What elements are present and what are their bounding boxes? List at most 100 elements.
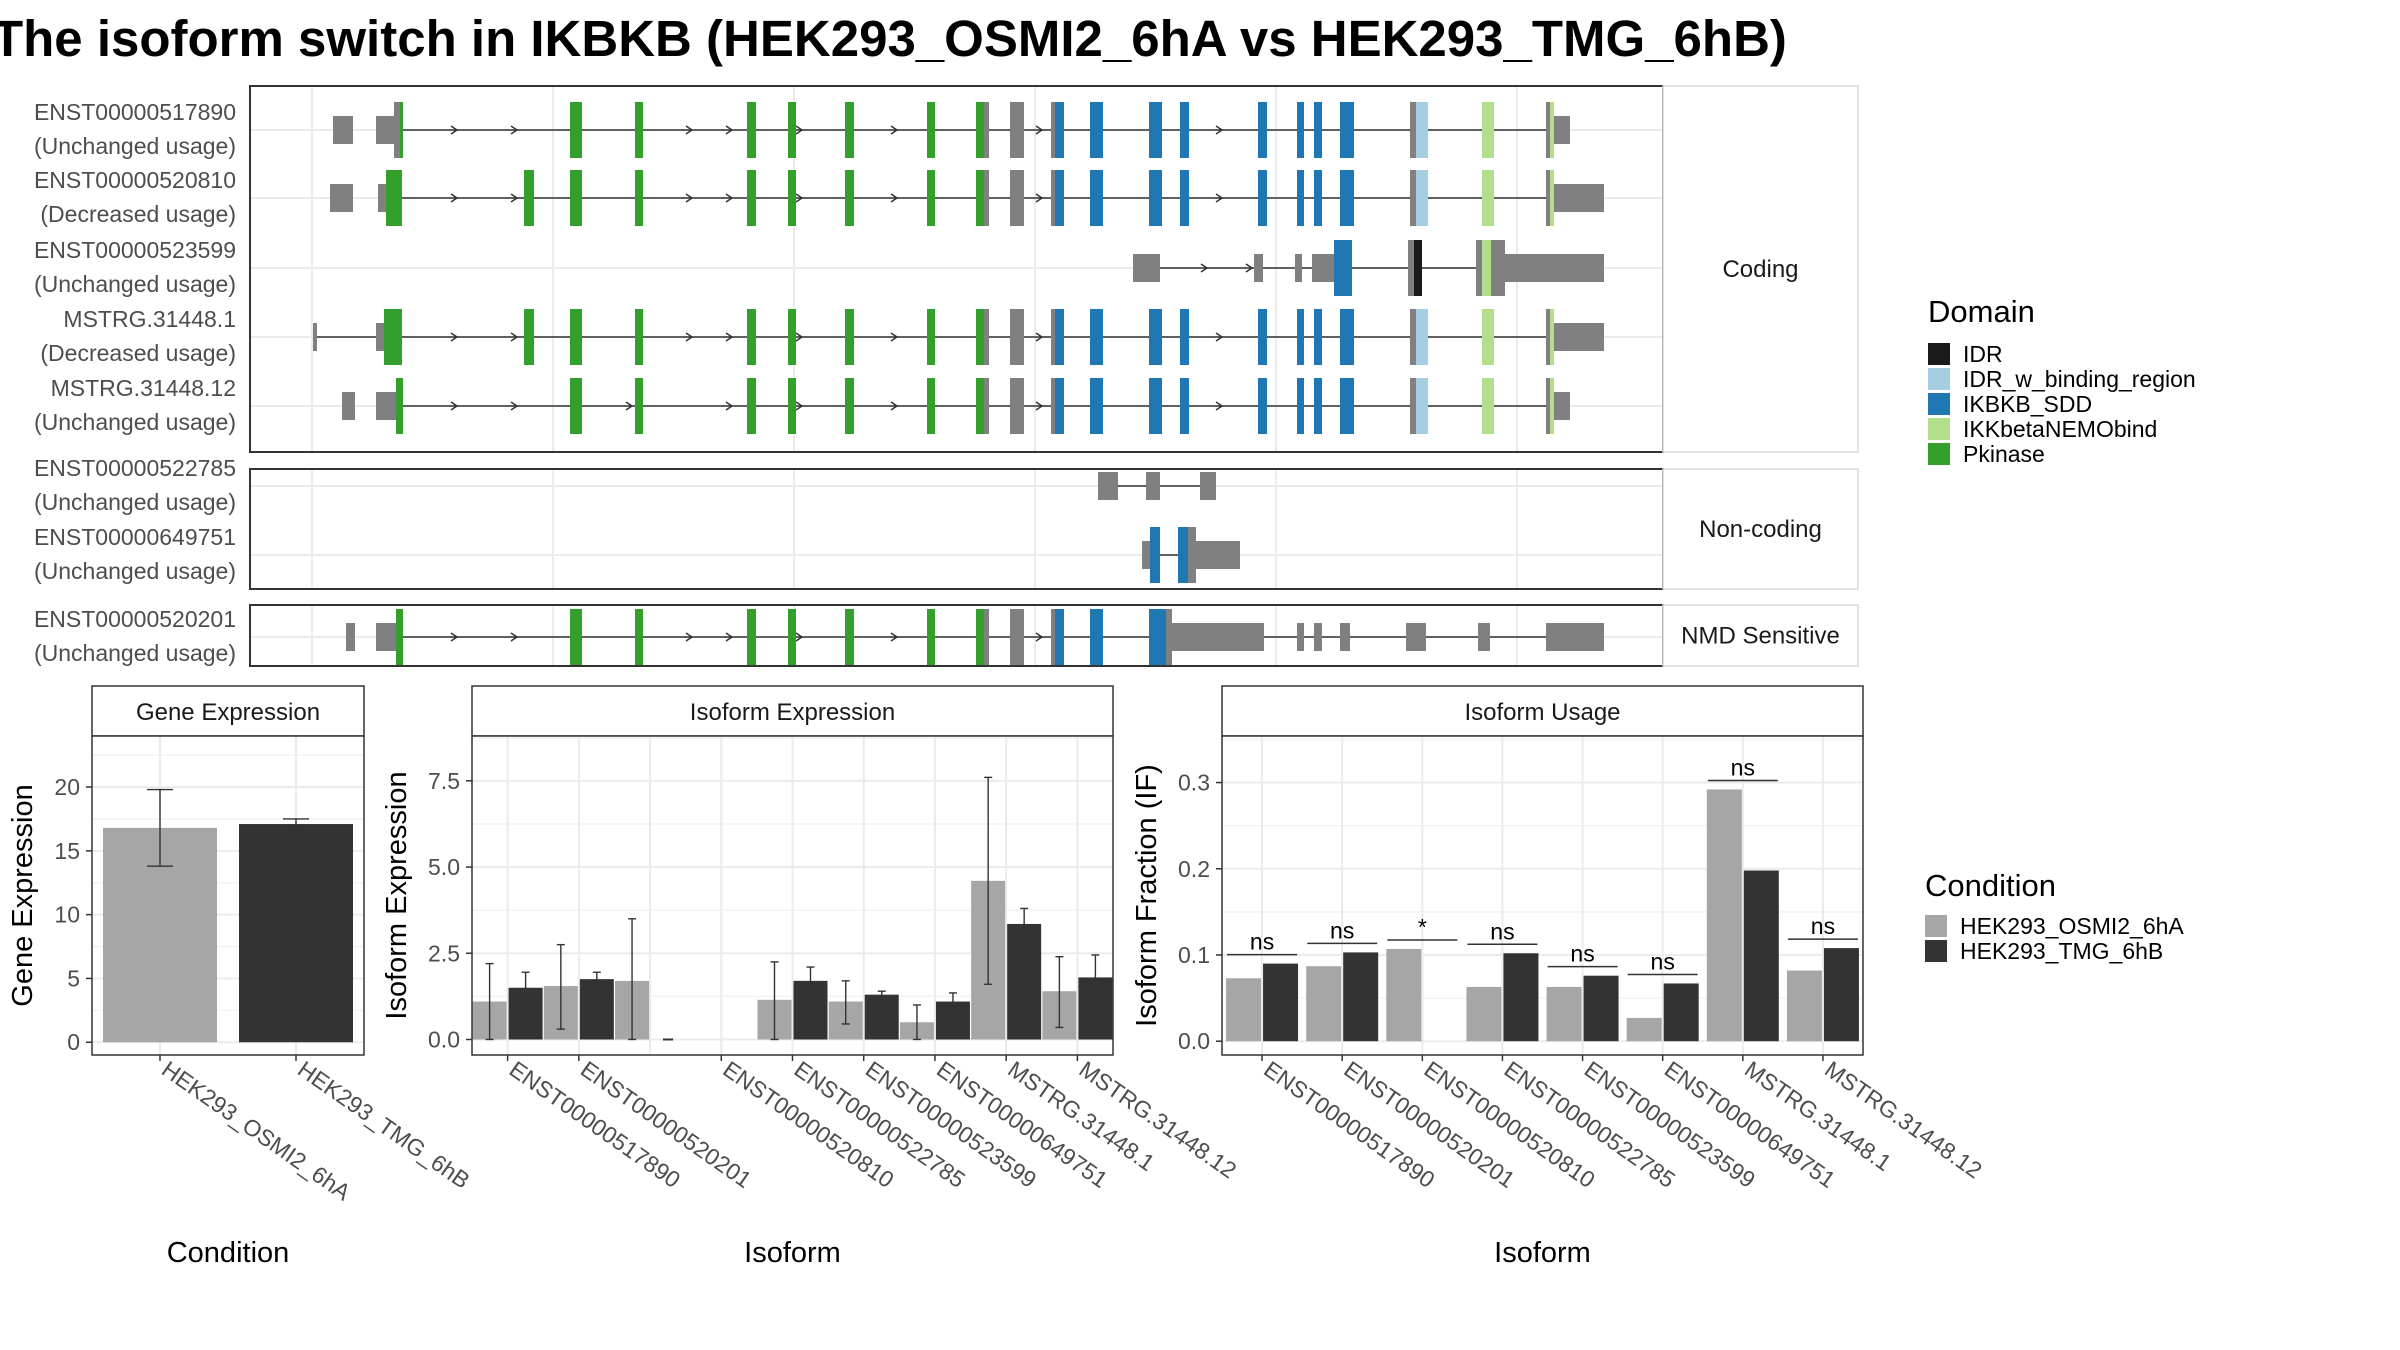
exon-utr (984, 170, 989, 226)
exon-ikkbetanemobind (1482, 309, 1494, 365)
bar (579, 979, 614, 1040)
exon-ikkbetanemobind (1482, 102, 1494, 158)
exon-pkinase (845, 309, 854, 365)
bar (1007, 923, 1042, 1040)
strand-arrow (510, 193, 519, 203)
y-tick-label: 15 (54, 838, 80, 864)
exon-pkinase (927, 609, 935, 665)
exon-utr (1051, 378, 1055, 434)
bar (1386, 948, 1422, 1042)
exon-ikbkb_sdd (1090, 378, 1103, 434)
strand-arrow (725, 332, 734, 342)
exon-utr (984, 378, 989, 434)
exon-utr (1554, 184, 1604, 212)
strand-arrow (510, 401, 519, 411)
significance-label: ns (1250, 929, 1274, 955)
domain-legend-label: IDR_w_binding_region (1963, 366, 2196, 392)
transcript-id-label: ENST00000517890 (34, 99, 236, 125)
exon-ikbkb_sdd (1334, 240, 1348, 296)
exon-ikkbetanemobind (1482, 170, 1494, 226)
exon-utr (1546, 623, 1604, 651)
exon-ikbkb_sdd (1149, 170, 1162, 226)
domain-legend-key (1928, 343, 1950, 365)
exon-pkinase (845, 609, 854, 665)
bar (1663, 983, 1699, 1042)
panel-frame (1221, 735, 1864, 1056)
exon-ikkbetanemobind (1550, 309, 1554, 365)
exon-ikbkb_sdd (1348, 240, 1352, 296)
exon-idr_w_binding_region (1416, 309, 1428, 365)
exon-ikbkb_sdd (1149, 378, 1162, 434)
strand-arrow (795, 193, 804, 203)
bar (1343, 952, 1379, 1042)
condition-legend-label: HEK293_OSMI2_6hA (1960, 913, 2184, 939)
transcript-id-label: ENST00000520810 (34, 167, 236, 193)
exon-utr (1340, 623, 1350, 651)
facet-strip (1662, 85, 1859, 453)
domain-legend-label: IKBKB_SDD (1963, 391, 2092, 417)
panel-title: Gene Expression (136, 699, 320, 726)
exon-ikbkb_sdd (1340, 170, 1354, 226)
exon-utr (1546, 378, 1550, 434)
strand-arrow (1215, 401, 1224, 411)
gene-expression-panel: Gene Expression05101520HEK293_OSMI2_6hAH… (7, 685, 475, 1269)
panel-strip (1221, 685, 1864, 737)
y-tick-label: 20 (54, 774, 80, 800)
exon-utr (1312, 254, 1334, 282)
exon-pkinase (570, 378, 582, 434)
exon-utr (1554, 116, 1570, 144)
transcript-usage-label: (Decreased usage) (40, 340, 236, 366)
exon-utr (1295, 254, 1302, 282)
exon-idr_w_binding_region (1416, 102, 1428, 158)
exon-utr (1010, 309, 1024, 365)
exon-utr (376, 392, 396, 420)
condition-legend-key (1925, 940, 1947, 962)
significance-label: ns (1490, 918, 1514, 944)
exon-ikbkb_sdd (1180, 102, 1189, 158)
x-axis-title: Condition (167, 1237, 290, 1269)
condition-legend-key (1925, 915, 1947, 937)
exon-ikbkb_sdd (1090, 309, 1103, 365)
exon-pkinase (747, 309, 756, 365)
exon-ikbkb_sdd (1055, 309, 1064, 365)
significance-label: ns (1731, 754, 1755, 780)
exon-utr (1491, 240, 1505, 296)
exon-pkinase (845, 102, 854, 158)
transcript-id-label: MSTRG.31448.12 (51, 375, 236, 401)
exon-pkinase (570, 170, 582, 226)
significance-label: ns (1811, 913, 1835, 939)
bar (1786, 970, 1822, 1042)
transcript-MSTRG.31448.12: MSTRG.31448.12 (Unchanged usage) (34, 375, 1570, 435)
y-tick-label: 5.0 (428, 854, 460, 880)
exon-utr (1196, 541, 1240, 569)
exon-utr (1146, 472, 1160, 500)
strand-arrow (625, 401, 634, 411)
exon-utr (1188, 527, 1196, 583)
strand-arrow (890, 332, 899, 342)
strand-arrow (1215, 193, 1224, 203)
exon-utr (1476, 240, 1482, 296)
domain-legend-key (1928, 393, 1950, 415)
exon-ikkbetanemobind (1550, 102, 1554, 158)
bar (1743, 870, 1779, 1042)
exon-pkinase (927, 102, 935, 158)
exon-pkinase (570, 309, 582, 365)
transcript-id-label: ENST00000520201 (34, 606, 236, 632)
exon-ikbkb_sdd (1090, 102, 1103, 158)
exon-utr (1554, 392, 1570, 420)
strand-arrow (725, 125, 734, 135)
exon-ikbkb_sdd (1149, 102, 1162, 158)
structure-facet-nmd-sensitive: NMD Sensitive ENST00000520201 (Unchanged u… (34, 604, 1859, 667)
transcript-MSTRG.31448.1: MSTRG.31448.1 (Decreased usage) (40, 306, 1604, 366)
exon-ikbkb_sdd (1180, 170, 1189, 226)
panel-title: Isoform Expression (690, 699, 895, 726)
exon-ikbkb_sdd (1297, 102, 1304, 158)
domain-legend-key (1928, 368, 1950, 390)
strand-arrow (1035, 125, 1044, 135)
domain-legend-label: IKKbetaNEMObind (1963, 416, 2157, 442)
exon-utr (1051, 102, 1055, 158)
exon-utr (330, 184, 353, 212)
exon-ikbkb_sdd (1090, 609, 1103, 665)
